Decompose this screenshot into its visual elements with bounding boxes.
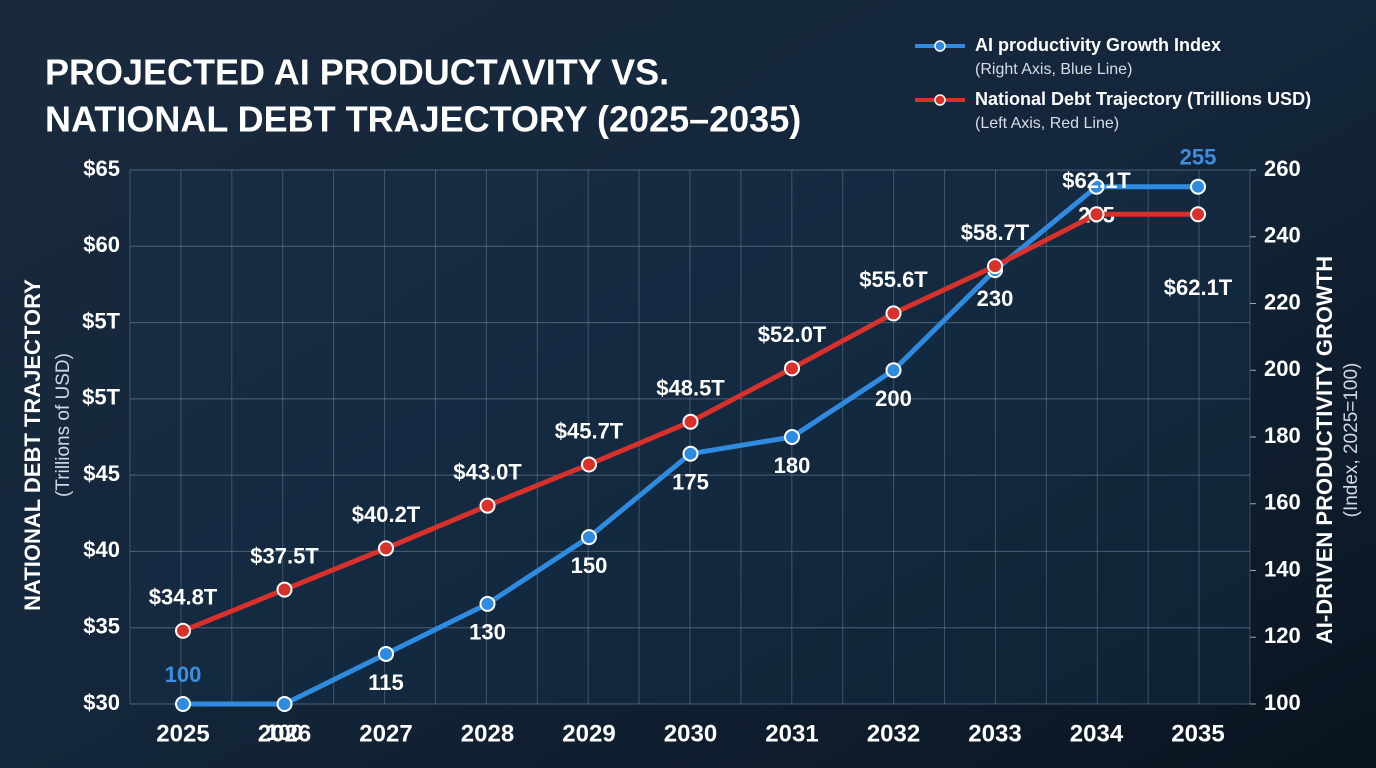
y-tick-label: $30 <box>83 690 120 715</box>
legend-marker <box>934 94 946 106</box>
y-axis-sublabel: (Trillions of USD) <box>53 353 74 497</box>
data-point <box>378 540 394 557</box>
data-point <box>1190 206 1206 223</box>
legend-marker <box>934 40 946 52</box>
x-tick-label: 2026 <box>258 720 311 747</box>
x-tick-label: 2030 <box>664 720 717 747</box>
data-label: $48.5T <box>656 376 725 401</box>
data-point <box>1190 178 1206 195</box>
y2-tick-label: 200 <box>1264 356 1301 381</box>
y-tick-label: $35 <box>83 614 120 639</box>
data-point <box>885 362 902 379</box>
data-label: 100 <box>165 662 202 687</box>
data-label: 200 <box>875 386 912 411</box>
y2-tick-label: 120 <box>1264 623 1301 648</box>
data-label: $62.1T <box>1062 168 1131 193</box>
data-point <box>378 645 394 662</box>
data-label: 100 <box>266 720 303 745</box>
x-tick-label: 2032 <box>867 720 920 747</box>
data-label: 255 <box>1180 145 1217 170</box>
data-point <box>581 529 597 546</box>
data-label: 130 <box>469 620 506 645</box>
data-point <box>784 360 800 377</box>
x-tick-label: 2025 <box>156 720 209 747</box>
y-tick-label: $45 <box>83 461 120 486</box>
data-label: 230 <box>977 286 1014 311</box>
data-label: $55.6T <box>859 267 928 292</box>
y2-axis-label: AI-DRIVEN PRODUCTIVITY GROWTH <box>1312 256 1337 644</box>
data-label: $43.0T <box>453 459 522 484</box>
data-label: $37.5T <box>250 543 319 568</box>
data-label: 175 <box>672 470 709 495</box>
legend-note: (Left Axis, Red Line) <box>975 115 1119 132</box>
data-point <box>1088 206 1105 223</box>
x-tick-label: 2033 <box>968 720 1021 747</box>
data-label: $62.1T <box>1164 275 1233 300</box>
x-tick-label: 2029 <box>562 720 615 747</box>
legend-label: National Debt Trajectory (Trillions USD) <box>975 89 1311 109</box>
y-tick-label: $60 <box>83 232 120 257</box>
data-point <box>581 456 597 473</box>
data-label: $34.8T <box>149 585 218 610</box>
x-tick-label: 2027 <box>359 720 412 747</box>
chart-title: PROJECTED AI PRODUCTΛVITY VS. <box>45 52 669 93</box>
chart-title: NATIONAL DEBT TRAJECTORY (2025–2035) <box>45 99 801 140</box>
y-tick-label: $5T <box>82 385 120 410</box>
data-point <box>885 305 902 322</box>
data-point <box>682 413 699 430</box>
y2-tick-label: 180 <box>1264 423 1301 448</box>
y-axis-label: NATIONAL DEBT TRAJECTORY <box>20 279 45 611</box>
y2-tick-label: 100 <box>1264 690 1301 715</box>
y2-tick-label: 140 <box>1264 556 1301 581</box>
data-label: $45.7T <box>555 418 624 443</box>
x-tick-label: 2034 <box>1070 720 1124 747</box>
y2-tick-label: 160 <box>1264 490 1301 515</box>
y2-tick-label: 240 <box>1264 223 1301 248</box>
y-tick-label: $5T <box>82 308 120 333</box>
legend-note: (Right Axis, Blue Line) <box>975 61 1132 78</box>
x-tick-label: 2028 <box>461 720 514 747</box>
y-tick-label: $65 <box>83 156 120 181</box>
legend-label: AI productivity Growth Index <box>975 35 1221 55</box>
x-tick-label: 2031 <box>765 720 818 747</box>
plot-area <box>130 170 1250 704</box>
data-point <box>479 497 496 514</box>
data-point <box>987 258 1003 275</box>
data-point <box>784 429 800 445</box>
data-label: $52.0T <box>758 322 827 347</box>
x-tick-label: 2035 <box>1171 720 1224 747</box>
y-tick-label: $40 <box>83 537 120 562</box>
data-point <box>276 581 293 598</box>
data-point <box>175 696 191 712</box>
data-label: $58.7T <box>961 220 1030 245</box>
data-point <box>1088 178 1105 195</box>
data-label: 150 <box>571 553 608 578</box>
data-point <box>479 595 496 612</box>
data-point <box>276 696 293 712</box>
data-point <box>682 445 699 462</box>
data-label: 115 <box>368 670 404 695</box>
data-label: 180 <box>774 453 811 478</box>
y2-tick-label: 220 <box>1264 289 1301 314</box>
data-label: $40.2T <box>352 502 421 527</box>
y2-tick-label: 260 <box>1264 156 1301 181</box>
y2-axis-sublabel: (Index, 2025=100) <box>1341 363 1362 518</box>
data-point <box>175 622 191 639</box>
